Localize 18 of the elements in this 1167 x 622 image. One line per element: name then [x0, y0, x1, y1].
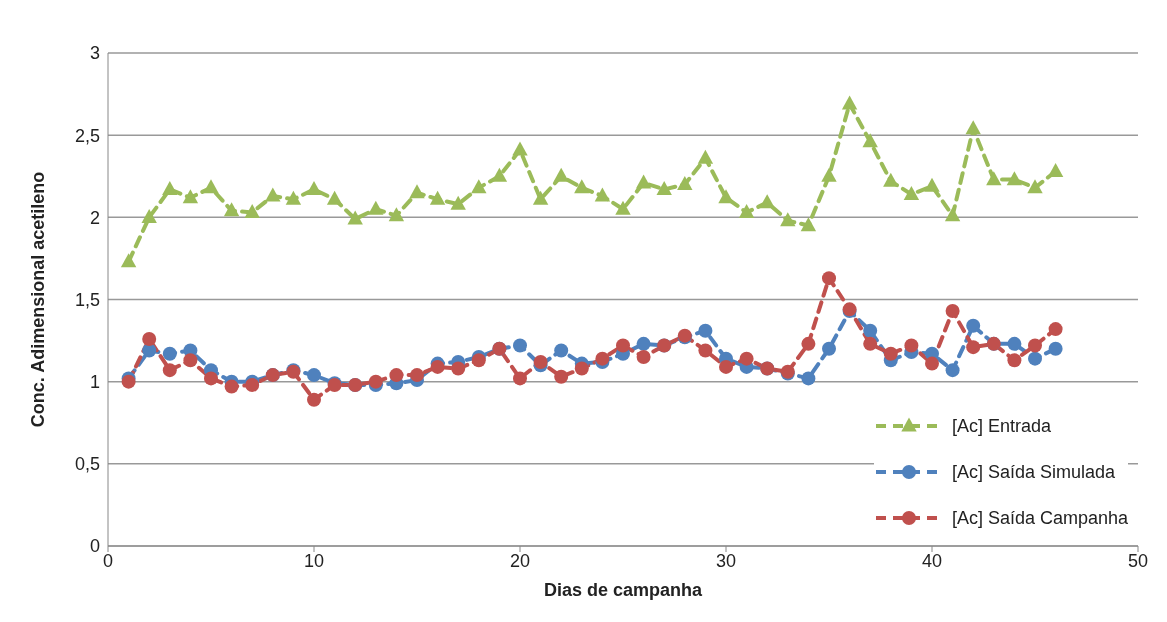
- y-tick-label: 3: [89, 43, 100, 64]
- legend-label: [Ac] Entrada: [951, 415, 1051, 437]
- x-tick-label: 20: [509, 550, 531, 571]
- x-tick-label: 0: [102, 550, 114, 571]
- legend-label: [Ac] Saída Campanha: [951, 507, 1128, 529]
- y-tick-label: 2,5: [74, 125, 100, 146]
- y-axis-title: Conc. Adimensional acetileno: [28, 171, 49, 428]
- legend-label: [Ac] Saída Simulada: [951, 461, 1115, 483]
- y-tick-label: 2: [89, 207, 100, 228]
- x-axis-title: Dias de campanha: [543, 580, 704, 600]
- x-tick-label: 40: [921, 550, 943, 571]
- x-tick-label: 10: [303, 550, 325, 571]
- x-tick-label: 30: [715, 550, 737, 571]
- y-tick-label: 0: [89, 536, 100, 557]
- y-tick-label: 1,5: [74, 289, 100, 310]
- y-tick-label: 0,5: [74, 454, 100, 475]
- y-tick-label: 1: [89, 372, 100, 393]
- x-tick-label: 50: [1127, 550, 1149, 571]
